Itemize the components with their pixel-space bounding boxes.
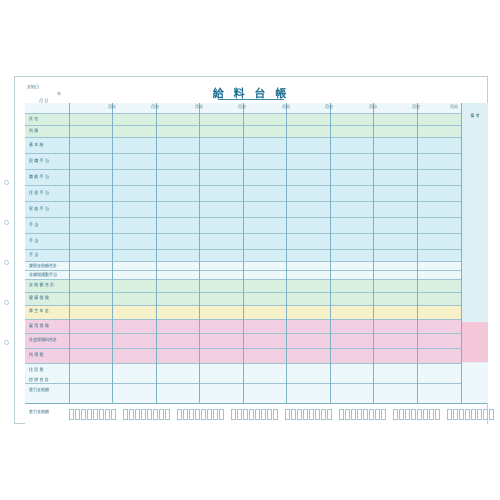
binder-hole-icon	[4, 300, 9, 305]
row-label: 健 康 保 険	[29, 295, 49, 300]
month-header: 月分	[282, 104, 290, 109]
digit-boxes	[69, 409, 500, 420]
month-header: 月分	[412, 104, 420, 109]
band-payment-totals	[25, 261, 461, 279]
band-name	[25, 113, 461, 137]
row-label: 雇 用 保 険	[29, 323, 49, 328]
binder-hole-icon	[4, 260, 9, 265]
footer-label: 差引支給額	[29, 409, 49, 414]
issue-date-block: 支給日 年 月 日	[27, 83, 61, 104]
row-label: 氏 名	[29, 116, 39, 121]
row-label: 所 属	[29, 128, 39, 133]
month-header: 月分	[151, 104, 159, 109]
row-label-column: 氏 名 所 属 基 本 給 役 職 手 当 職 能 手 当 住 居 手 当 家 …	[25, 103, 69, 403]
row-label: 手 当	[29, 222, 39, 227]
month-header: 月分	[450, 104, 458, 109]
row-label: 手 当	[29, 238, 39, 243]
row-label: 役 職 手 当	[29, 158, 49, 163]
row-label: 手 当	[29, 252, 39, 257]
row-label: 基 本 給	[29, 142, 44, 147]
payroll-ledger-sheet: 支給日 年 月 日 給 料 台 帳	[14, 76, 494, 424]
month-header: 月分	[238, 104, 246, 109]
row-label: 職 能 手 当	[29, 174, 49, 179]
binder-hole-icon	[4, 220, 9, 225]
band-insurance	[25, 279, 461, 305]
issue-monthday-label: 月 日	[39, 98, 49, 103]
remarks-label: 備 考	[470, 113, 480, 118]
issue-date-label: 支給日	[27, 84, 39, 89]
row-label: 社会保険料合計	[29, 337, 57, 342]
row-label: 家 族 手 当	[29, 206, 49, 211]
ledger-grid	[25, 103, 461, 403]
band-net-pay	[25, 363, 461, 403]
row-label: 支 給 額 合 計	[29, 282, 55, 287]
binder-hole-icon	[4, 340, 9, 345]
title-underline	[218, 99, 284, 100]
month-header: 月分	[369, 104, 377, 109]
row-label: 厚 生 年 金	[29, 308, 49, 313]
binder-holes	[4, 180, 10, 380]
row-label: 住 民 税	[29, 367, 44, 372]
month-header: 月分	[108, 104, 116, 109]
ledger-title: 給 料 台 帳	[212, 87, 290, 100]
band-taxes	[25, 305, 461, 319]
remarks-deduction-area	[462, 322, 488, 362]
band-deductions	[25, 319, 461, 363]
band-payments	[25, 137, 461, 261]
row-label: 所 得 税	[29, 352, 44, 357]
binder-hole-icon	[4, 180, 9, 185]
remarks-column: 備 考	[461, 103, 488, 403]
remarks-net-area	[462, 363, 488, 403]
month-header: 月分	[325, 104, 333, 109]
row-label: 非課税通勤手当	[29, 272, 57, 277]
net-pay-footer: 差引支給額	[25, 403, 494, 424]
row-label: 課税支給額合計	[29, 263, 57, 268]
row-label: 控 除 合 計	[29, 377, 49, 382]
row-label: 住 居 手 当	[29, 190, 49, 195]
month-header: 月分	[195, 104, 203, 109]
issue-year-label: 年	[57, 91, 61, 96]
row-label: 差引支給額	[29, 387, 49, 392]
